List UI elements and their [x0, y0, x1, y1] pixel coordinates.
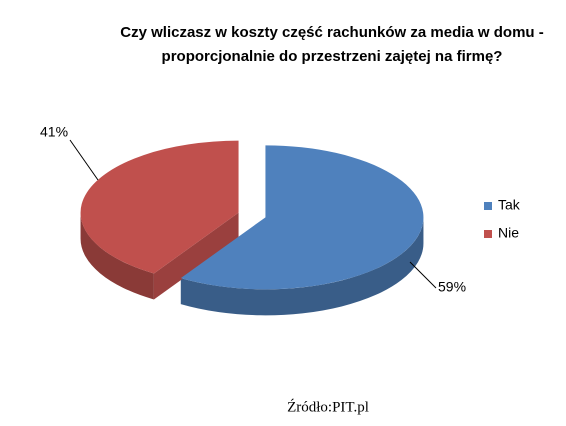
slice: [80, 140, 239, 274]
legend-label: Tak: [498, 197, 521, 213]
slice-wall: [153, 212, 239, 300]
data-label: 59%: [438, 279, 466, 295]
leader-line: [409, 261, 437, 289]
legend-swatch: [484, 202, 492, 210]
chart-title: proporcjonalnie do przestrzeni zajętej n…: [162, 48, 503, 65]
slice: [180, 145, 424, 290]
data-label: 41%: [40, 124, 68, 140]
slice-side: [180, 217, 424, 316]
leader-line: [69, 139, 99, 181]
slice-side: [80, 212, 154, 300]
legend-swatch: [484, 230, 492, 238]
chart-title: Czy wliczasz w koszty część rachunków za…: [120, 24, 543, 41]
legend-label: Nie: [498, 225, 519, 241]
source: Źródło:PIT.pl: [287, 398, 369, 415]
